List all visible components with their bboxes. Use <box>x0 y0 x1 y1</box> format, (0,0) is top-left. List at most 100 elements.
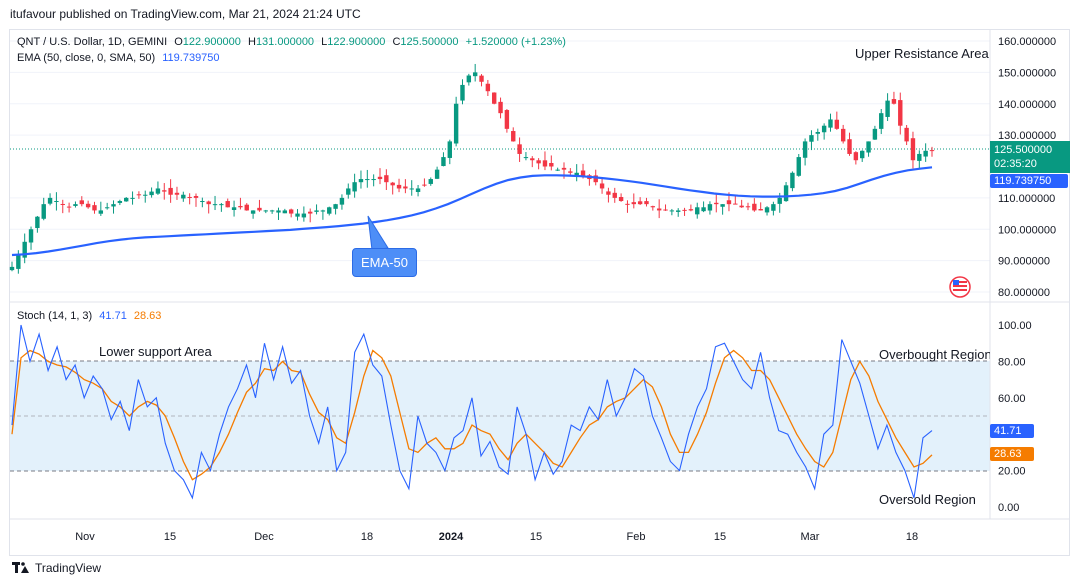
candle-body <box>174 192 180 195</box>
candle-body <box>149 191 154 196</box>
stoch-d-line <box>11 349 933 481</box>
candle-body <box>752 203 757 211</box>
candle-body <box>771 204 776 211</box>
upper-resistance-label: Upper Resistance Area <box>855 46 989 61</box>
candle-body <box>530 158 535 161</box>
publisher-text: itufavour published on TradingView.com, … <box>10 7 361 21</box>
candle-body <box>143 194 148 196</box>
price-tick-label: 150.000000 <box>998 67 1056 79</box>
candle-body <box>327 207 332 214</box>
candle-body <box>523 157 529 159</box>
candle-body <box>739 205 744 208</box>
stoch-tick-label: 0.00 <box>998 502 1019 514</box>
low-label: L <box>321 36 328 48</box>
candle-body <box>879 113 884 129</box>
candle-body <box>365 179 370 181</box>
candle-body <box>910 138 916 161</box>
oversold-label: Oversold Region <box>879 492 976 507</box>
candle-body <box>257 207 262 211</box>
candle-body <box>485 83 491 92</box>
candle-body <box>682 209 687 211</box>
ema-callout: EMA-50 <box>352 248 417 277</box>
candle-body <box>250 210 256 214</box>
price-tick-label: 130.000000 <box>998 130 1056 142</box>
candle-body <box>612 192 617 198</box>
candle-body <box>796 157 801 176</box>
footer-brand[interactable]: TradingView <box>12 561 101 575</box>
time-tick-label: 15 <box>164 531 176 543</box>
candle-body <box>219 204 224 206</box>
candle-body <box>669 210 675 212</box>
candle-body <box>415 188 421 192</box>
candle-body <box>898 100 903 126</box>
price-tick-label: 140.000000 <box>998 99 1056 111</box>
candle-body <box>85 203 91 208</box>
candle-body <box>47 197 53 204</box>
candle-body <box>54 201 59 203</box>
candle-body <box>384 175 389 183</box>
time-tick-label: 15 <box>714 531 726 543</box>
candle-body <box>923 150 928 157</box>
stoch-d-tag: 28.63 <box>990 447 1034 461</box>
stoch-legend: Stoch (14, 1, 3) 41.71 28.63 <box>17 310 161 322</box>
last-price-tag: 125.500000 02:35:20 <box>990 141 1070 173</box>
candle-body <box>130 197 135 199</box>
ema-legend-value: 119.739750 <box>162 52 220 64</box>
candle-body <box>656 208 662 211</box>
candle-body <box>16 254 21 269</box>
stoch-axis[interactable]: 100.00 80.00 60.00 20.00 0.00 <box>998 320 1032 514</box>
candle-body <box>663 209 668 211</box>
candle-body <box>288 209 294 214</box>
stoch-tick-label: 20.00 <box>998 466 1026 478</box>
stoch-tick-label: 60.00 <box>998 393 1026 405</box>
stoch-legend-label: Stoch (14, 1, 3) <box>17 310 93 322</box>
stoch-tick-label: 100.00 <box>998 320 1032 332</box>
candle-body <box>92 205 97 211</box>
footer-brand-text: TradingView <box>35 561 102 575</box>
candle-body <box>434 169 440 179</box>
candle-body <box>764 207 770 213</box>
candle-body <box>618 197 624 202</box>
time-tick-label: Dec <box>254 531 274 543</box>
candle-body <box>809 135 814 142</box>
candle-body <box>155 188 161 194</box>
candle-body <box>847 139 852 154</box>
candle-body <box>187 196 192 198</box>
candle-body <box>231 207 237 210</box>
candles-group <box>9 63 935 274</box>
candle-body <box>555 169 560 171</box>
stoch-k-tag: 41.71 <box>990 424 1034 438</box>
stoch-tick-label: 80.00 <box>998 356 1026 368</box>
candle-body <box>904 127 909 142</box>
candle-body <box>676 210 681 212</box>
candle-body <box>593 175 598 183</box>
price-tick-label: 90.000000 <box>998 256 1050 268</box>
candle-body <box>637 201 643 205</box>
candle-body <box>758 209 763 211</box>
candle-body <box>917 153 922 161</box>
candle-body <box>815 131 820 134</box>
candle-body <box>301 213 307 218</box>
price-tick-label: 80.000000 <box>998 287 1050 299</box>
candle-body <box>282 210 288 214</box>
candle-body <box>79 200 84 205</box>
us-flag-icon[interactable] <box>949 276 971 298</box>
candle-body <box>726 200 732 205</box>
candle-body <box>162 190 167 192</box>
candle-body <box>542 160 548 167</box>
price-axis[interactable]: 160.000000 150.000000 140.000000 130.000000… <box>998 36 1056 299</box>
ema-line <box>11 166 933 257</box>
candle-body <box>492 92 497 104</box>
candle-body <box>720 204 725 207</box>
time-tick-label: Feb <box>627 531 646 543</box>
candle-body <box>22 241 27 258</box>
candle-body <box>238 206 243 208</box>
candle-body <box>111 204 116 207</box>
candle-body <box>124 197 129 202</box>
candle-body <box>409 188 414 190</box>
candle-body <box>733 203 738 205</box>
time-axis[interactable]: Nov 15 Dec 18 2024 15 Feb 15 Mar 18 <box>75 531 918 543</box>
candle-body <box>866 141 871 153</box>
overbought-label: Overbought Region <box>879 347 990 362</box>
